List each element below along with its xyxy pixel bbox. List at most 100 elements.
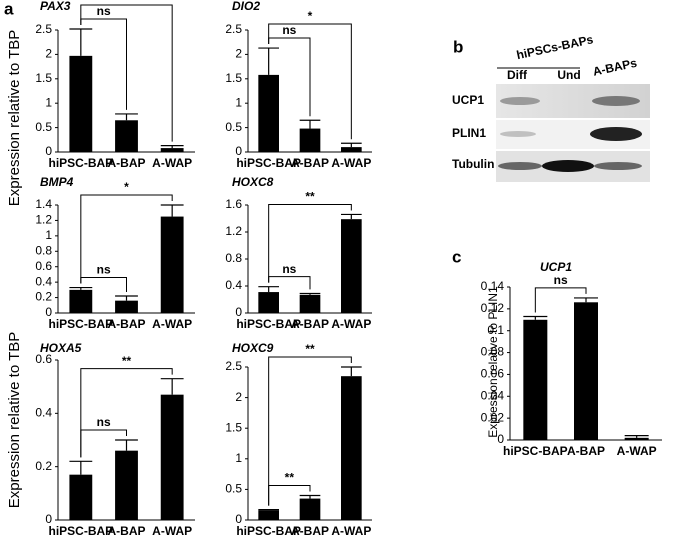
- bar: [574, 302, 598, 440]
- error-bar: [299, 119, 321, 129]
- significance-bracket: [268, 276, 311, 290]
- y-tick-label: 1: [45, 228, 52, 242]
- bar: [160, 148, 184, 152]
- y-tick-label: 0: [45, 305, 52, 319]
- y-tick-label: 2.5: [225, 359, 242, 373]
- bar: [115, 120, 138, 152]
- error-bar: [523, 315, 548, 320]
- error-bar: [624, 435, 649, 438]
- blot-band: [500, 131, 536, 137]
- y-tick-label: 1.5: [225, 420, 242, 434]
- x-tick-label: A-WAP: [152, 156, 192, 170]
- significance-bracket: [534, 287, 587, 313]
- y-tick-label: 0: [235, 512, 242, 526]
- error-bar: [160, 378, 184, 395]
- blot-band: [542, 160, 594, 172]
- chart-title: HOXC8: [232, 175, 274, 189]
- y-axis-label: Expression relative to TBP: [6, 332, 23, 508]
- error-bar: [69, 460, 93, 475]
- western-blot: hiPSCs-BAPs Diff Und A-BAPs UCP1 PLIN1 T…: [452, 32, 650, 182]
- chart-title: PAX3: [40, 0, 71, 13]
- significance-bracket: [80, 368, 173, 458]
- error-bar: [115, 439, 138, 451]
- y-axis-label: Expression relative to TBP: [6, 30, 23, 206]
- x-tick-label: A-WAP: [152, 317, 192, 331]
- panel-label: a: [4, 0, 14, 18]
- y-tick-label: 0: [497, 432, 504, 446]
- y-tick-label: 0.2: [35, 290, 52, 304]
- error-bar: [341, 142, 362, 148]
- significance-bracket: [268, 203, 352, 283]
- significance-bracket: [80, 4, 173, 142]
- significance-label: **: [305, 190, 315, 204]
- bar: [160, 394, 184, 520]
- y-tick-label: 2: [45, 47, 52, 61]
- y-tick-label: 0.6: [35, 352, 52, 366]
- chart-title: HOXA5: [40, 341, 82, 355]
- bar: [258, 74, 279, 152]
- blot-group-label: hiPSCs-BAPs: [515, 32, 595, 62]
- significance-label: ns: [97, 4, 111, 18]
- x-tick-label: A-WAP: [331, 524, 371, 538]
- x-tick-label: A-BAP: [291, 317, 329, 331]
- significance-label: *: [124, 0, 129, 4]
- x-tick-label: A-WAP: [152, 524, 192, 538]
- y-tick-label: 0: [235, 305, 242, 319]
- x-tick-label: A-BAP: [108, 524, 146, 538]
- y-tick-label: 1: [235, 95, 242, 109]
- y-tick-label: 0: [45, 512, 52, 526]
- y-tick-label: 1.5: [225, 71, 242, 85]
- y-axis-label: Expression relative to PLIN1: [486, 286, 500, 438]
- error-bar: [299, 292, 321, 295]
- y-tick-label: 0.5: [225, 120, 242, 134]
- row-label: UCP1: [452, 93, 484, 107]
- y-tick-label: 1: [235, 451, 242, 465]
- y-tick-label: 0.14: [481, 279, 505, 293]
- row-label: PLIN1: [452, 126, 486, 140]
- y-tick-label: 0: [45, 144, 52, 158]
- significance-label: *: [308, 9, 313, 23]
- lane-label: A-BAPs: [592, 56, 639, 79]
- y-tick-label: 0.4: [35, 274, 52, 288]
- chart: UCP1 0 0.02 0.04 0.06 0.08 0.1 0.12 0.14 hiPSC-BA…: [481, 260, 662, 458]
- y-tick-label: 0.02: [481, 410, 505, 424]
- significance-bracket: [80, 277, 127, 293]
- bar: [523, 319, 548, 440]
- y-tick-label: 0.06: [481, 367, 505, 381]
- bar: [341, 219, 362, 313]
- error-bar: [299, 494, 321, 499]
- significance-label: ns: [282, 262, 296, 276]
- lane-label: Diff: [507, 68, 528, 82]
- y-tick-label: 0.5: [35, 120, 52, 134]
- x-tick-label: hiPSC-BAP: [236, 317, 301, 331]
- error-bar: [69, 28, 93, 56]
- y-tick-label: 2: [235, 47, 242, 61]
- significance-label: *: [124, 180, 129, 194]
- y-tick-label: 0.2: [35, 459, 52, 473]
- chart-title: UCP1: [540, 260, 572, 274]
- error-bar: [341, 213, 362, 220]
- y-tick-label: 1.6: [225, 197, 242, 211]
- y-tick-label: 0.6: [35, 259, 52, 273]
- y-tick-label: 1.2: [225, 224, 242, 238]
- blot-band: [498, 162, 542, 170]
- x-tick-label: hiPSC-BAP: [48, 317, 113, 331]
- y-tick-label: 0.8: [225, 251, 242, 265]
- x-tick-label: A-BAP: [567, 444, 605, 458]
- x-tick-label: A-BAP: [108, 156, 146, 170]
- error-bar: [115, 295, 138, 301]
- y-tick-label: 2: [235, 390, 242, 404]
- y-tick-label: 0.5: [225, 482, 242, 496]
- panel-label: b: [453, 37, 463, 56]
- bar: [299, 294, 321, 313]
- significance-label: ns: [97, 263, 111, 277]
- x-tick-label: A-WAP: [331, 156, 371, 170]
- x-tick-label: hiPSC-BAP: [48, 156, 113, 170]
- blot-band: [500, 97, 540, 105]
